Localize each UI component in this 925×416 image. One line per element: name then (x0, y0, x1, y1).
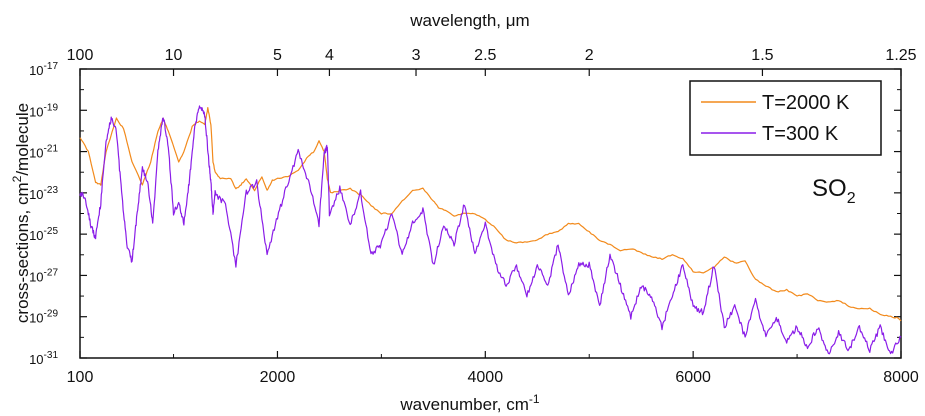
top-tick-label: 2.5 (474, 47, 496, 64)
legend-label-2000k: T=2000 K (762, 92, 850, 114)
top-tick-label: 1.5 (751, 47, 773, 64)
series-line-300k (79, 105, 902, 355)
x-axis-label: wavenumber, cm-1 (399, 392, 539, 414)
y-tick-label: 10-19 (29, 102, 58, 119)
y-tick-label: 10-31 (29, 350, 58, 367)
x-tick-label: 6000 (675, 369, 711, 386)
x-tick-label: 100 (67, 369, 94, 386)
legend: T=2000 K T=300 K (689, 80, 882, 156)
series-line-2000k (79, 107, 902, 322)
x-tick-label: 2000 (260, 369, 296, 386)
y-tick-label: 10-23 (29, 185, 58, 202)
series-layer (79, 105, 902, 355)
y-tick-label: 10-17 (29, 61, 58, 78)
molecule-annotation: SO2 (812, 175, 856, 207)
top-tick-label: 5 (273, 47, 282, 64)
y-tick-label: 10-27 (29, 267, 58, 284)
top-tick-label: 2 (585, 47, 594, 64)
x-tick-label: 4000 (468, 369, 504, 386)
y-tick-label: 10-25 (29, 226, 58, 243)
x-tick-label: 8000 (883, 369, 919, 386)
y-tick-label: 10-29 (29, 309, 58, 326)
tick-layer: 100 2000 4000 6000 8000 100 10 5 4 3 2.5 2 1.5 1.25 10… (29, 47, 919, 386)
y-tick-label: 10-21 (29, 144, 58, 161)
top-tick-label: 1.25 (885, 47, 916, 64)
legend-label-300k: T=300 K (762, 123, 839, 145)
top-tick-label: 3 (412, 47, 421, 64)
legend-box (689, 80, 882, 156)
top-tick-label: 10 (165, 47, 183, 64)
top-axis-label: wavelength, μm (409, 11, 529, 30)
top-tick-label: 100 (67, 47, 94, 64)
y-axis-label: cross-sections, cm2/molecule (10, 103, 32, 323)
top-tick-label: 4 (325, 47, 334, 64)
